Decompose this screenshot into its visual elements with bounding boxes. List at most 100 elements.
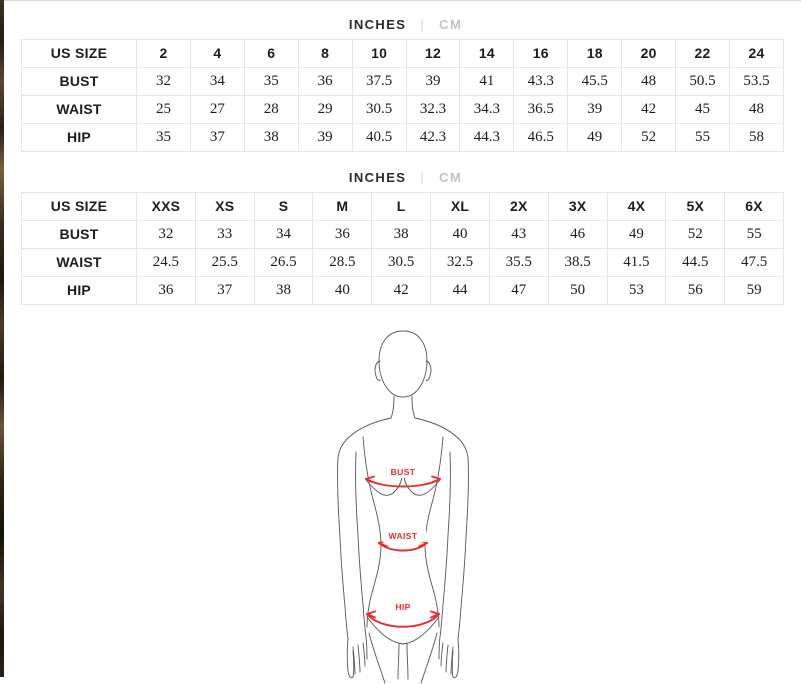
header-cell-size: XL bbox=[430, 192, 490, 221]
header-cell-size: L bbox=[371, 192, 432, 221]
measurement-cell: 41.5 bbox=[606, 248, 667, 277]
table-row: WAIST 25 27 28 29 30.5 32.3 34.3 36.5 39 42 45 48 bbox=[21, 95, 785, 124]
measurement-cell: 53 bbox=[606, 276, 667, 305]
measurement-cell: 47.5 bbox=[724, 248, 784, 277]
header-cell-size: XS bbox=[194, 192, 255, 221]
header-cell-size: 20 bbox=[621, 39, 677, 68]
mannequin-outline bbox=[336, 330, 469, 684]
hip-label: HIP bbox=[395, 602, 410, 612]
measurement-cell: 38.5 bbox=[547, 248, 608, 277]
header-cell-size: 8 bbox=[297, 39, 353, 68]
measurement-cell: 33 bbox=[194, 220, 255, 249]
measurement-cell: 39 bbox=[297, 123, 353, 152]
page-edge-strip bbox=[0, 0, 4, 677]
letter-size-table-wrap: US SIZE XXS XS S M L XL 2X 3X 4X 5X 6X BUST 32 33 34 36… bbox=[4, 192, 801, 305]
bust-label: BUST bbox=[390, 467, 415, 477]
page-top-divider bbox=[4, 0, 801, 1]
measurement-cell: 46.5 bbox=[513, 123, 569, 152]
header-cell-size: XXS bbox=[136, 192, 196, 221]
measurement-cell: 55 bbox=[724, 220, 784, 249]
measurement-cell: 50 bbox=[547, 276, 608, 305]
measurement-cell: 36 bbox=[297, 67, 353, 96]
measurement-cell: 45.5 bbox=[567, 67, 623, 96]
table-header-row: US SIZE XXS XS S M L XL 2X 3X 4X 5X 6X bbox=[21, 192, 784, 221]
header-cell-size: 12 bbox=[405, 39, 461, 68]
row-label-bust: BUST bbox=[21, 220, 137, 249]
hip-arrow-right bbox=[429, 610, 440, 619]
measurement-cell: 40 bbox=[430, 220, 490, 249]
measurement-cell: 50.5 bbox=[675, 67, 730, 96]
measurement-cell: 44 bbox=[430, 276, 490, 305]
header-cell-size: 5X bbox=[665, 192, 726, 221]
measurement-cell: 36 bbox=[136, 276, 196, 305]
unit-option-cm[interactable]: CM bbox=[439, 170, 463, 185]
header-cell-size: 16 bbox=[513, 39, 569, 68]
measurement-cell: 30.5 bbox=[351, 95, 407, 124]
measurement-cell: 38 bbox=[253, 276, 314, 305]
header-cell-size: 2X bbox=[488, 192, 549, 221]
measurement-cell: 52 bbox=[621, 123, 677, 152]
measurement-cell: 37 bbox=[194, 276, 255, 305]
header-cell-size: 18 bbox=[567, 39, 623, 68]
measurement-cell: 46 bbox=[547, 220, 608, 249]
measurement-cell: 42.3 bbox=[405, 123, 461, 152]
measurement-cell: 49 bbox=[606, 220, 667, 249]
measurement-cell: 40.5 bbox=[351, 123, 407, 152]
measurement-cell: 53.5 bbox=[728, 67, 785, 96]
numeric-size-table-head: US SIZE 2 4 6 8 10 12 14 16 18 20 22 24 bbox=[21, 39, 785, 68]
unit-toggle-divider: | bbox=[420, 170, 426, 185]
row-label-waist: WAIST bbox=[21, 248, 137, 277]
numeric-size-table-wrap: US SIZE 2 4 6 8 10 12 14 16 18 20 22 24 BUST 32 34 35 36… bbox=[4, 39, 801, 152]
unit-toggle-divider: | bbox=[420, 17, 426, 32]
header-cell-size: 2 bbox=[136, 39, 191, 68]
header-cell-size: 4X bbox=[606, 192, 667, 221]
waist-label: WAIST bbox=[388, 531, 417, 541]
table-row: HIP 36 37 38 40 42 44 47 50 53 56 59 bbox=[21, 276, 784, 305]
hip-arrow-left bbox=[365, 610, 376, 619]
measurement-cell: 36.5 bbox=[513, 95, 569, 124]
measurement-cell: 48 bbox=[621, 67, 677, 96]
measurement-cell: 30.5 bbox=[371, 248, 432, 277]
header-cell-size: 10 bbox=[351, 39, 407, 68]
unit-toggle-top: INCHES | CM bbox=[4, 0, 801, 39]
measurement-cell: 27 bbox=[189, 95, 245, 124]
measurement-cell: 43 bbox=[488, 220, 549, 249]
measurement-cell: 24.5 bbox=[136, 248, 196, 277]
table-row: BUST 32 34 35 36 37.5 39 41 43.3 45.5 48 50.5 53.5 bbox=[21, 67, 785, 96]
unit-option-inches[interactable]: INCHES bbox=[348, 17, 407, 32]
table-row: BUST 32 33 34 36 38 40 43 46 49 52 55 bbox=[21, 220, 784, 249]
measurement-cell: 34 bbox=[189, 67, 245, 96]
letter-size-table-body: BUST 32 33 34 36 38 40 43 46 49 52 55 WAIST 24.5 25.5 2… bbox=[21, 220, 784, 305]
letter-size-table-head: US SIZE XXS XS S M L XL 2X 3X 4X 5X 6X bbox=[21, 192, 784, 221]
measurement-cell: 44.5 bbox=[665, 248, 726, 277]
header-cell-size: M bbox=[312, 192, 373, 221]
measurement-cell: 41 bbox=[459, 67, 515, 96]
bust-arrow-left bbox=[364, 475, 375, 484]
measurement-cell: 25.5 bbox=[194, 248, 255, 277]
mannequin-diagram: BUST WAIST HIP bbox=[336, 330, 469, 684]
measurement-cell: 32.3 bbox=[405, 95, 461, 124]
measurement-cell: 56 bbox=[665, 276, 726, 305]
measurement-cell: 42 bbox=[621, 95, 677, 124]
measurement-cell: 55 bbox=[675, 123, 730, 152]
measurement-cell: 42 bbox=[371, 276, 432, 305]
measurement-cell: 34 bbox=[253, 220, 314, 249]
measurement-cell: 37 bbox=[189, 123, 245, 152]
header-cell-size: S bbox=[253, 192, 314, 221]
numeric-size-table: US SIZE 2 4 6 8 10 12 14 16 18 20 22 24 BUST 32 34 35 36… bbox=[21, 39, 785, 152]
table-row: WAIST 24.5 25.5 26.5 28.5 30.5 32.5 35.5 38.5 41.… bbox=[21, 248, 784, 277]
header-cell-us-size: US SIZE bbox=[21, 192, 137, 221]
measurement-figure: BUST WAIST HIP bbox=[4, 317, 801, 684]
measurement-cell: 43.3 bbox=[513, 67, 569, 96]
measurement-cell: 37.5 bbox=[351, 67, 407, 96]
bust-marker-line bbox=[364, 478, 441, 488]
numeric-size-table-body: BUST 32 34 35 36 37.5 39 41 43.3 45.5 48 50.5 53.5 WA… bbox=[21, 67, 785, 152]
measurement-cell: 48 bbox=[728, 95, 785, 124]
unit-option-inches[interactable]: INCHES bbox=[348, 170, 407, 185]
unit-option-cm[interactable]: CM bbox=[439, 17, 463, 32]
measurement-cell: 36 bbox=[312, 220, 373, 249]
unit-toggle-bottom: INCHES | CM bbox=[4, 152, 801, 192]
measurement-cell: 34.3 bbox=[459, 95, 515, 124]
measurement-cell: 35.5 bbox=[488, 248, 549, 277]
header-cell-size: 3X bbox=[547, 192, 608, 221]
